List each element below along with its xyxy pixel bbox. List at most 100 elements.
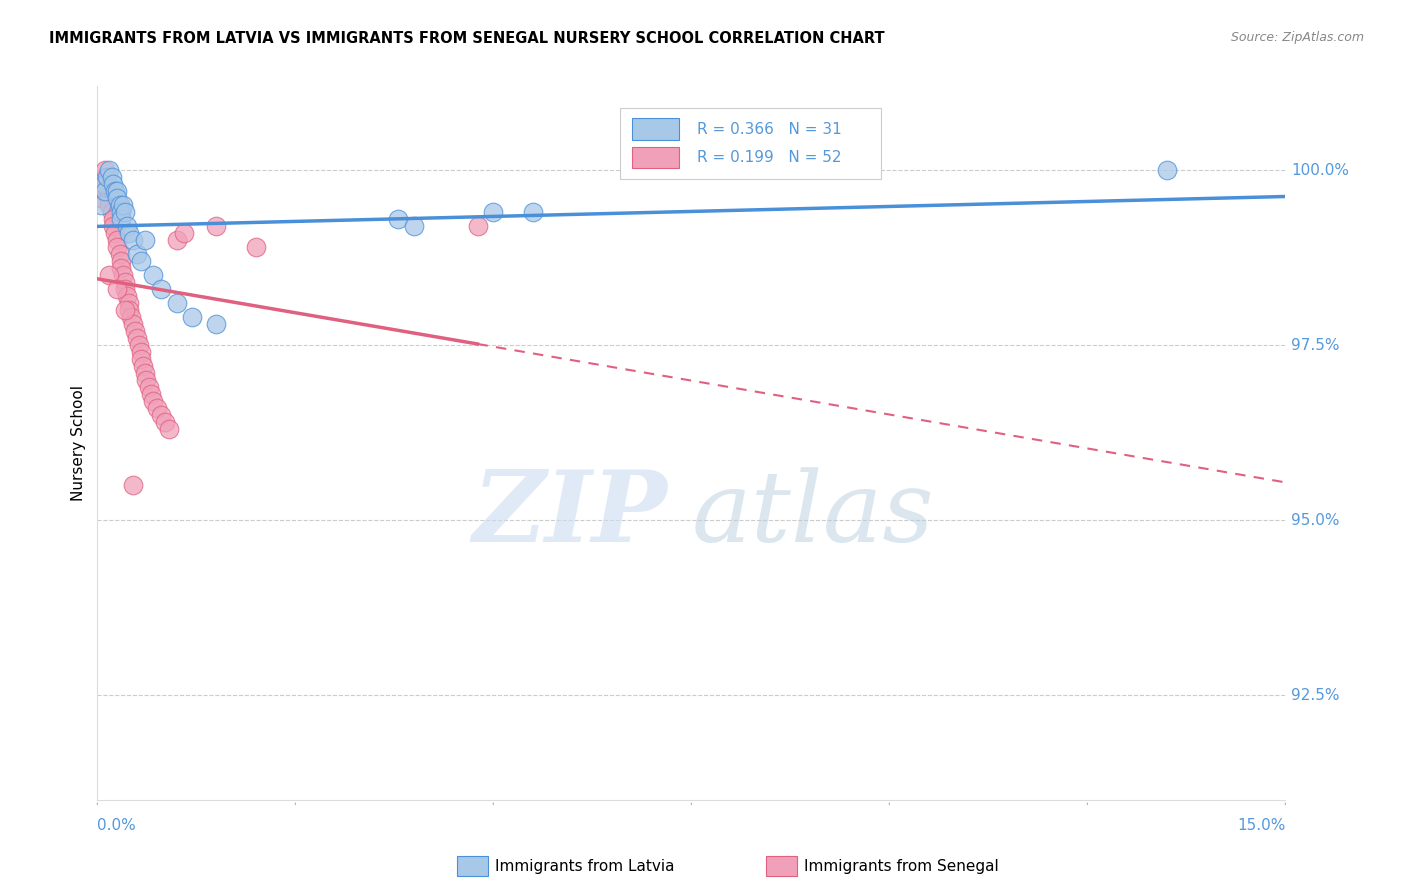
Point	[110, 212, 132, 227]
Y-axis label: Nursery School: Nursery School	[72, 385, 86, 501]
Point	[91, 185, 114, 199]
Point	[129, 254, 152, 268]
Point	[98, 198, 121, 212]
Point	[93, 178, 115, 192]
Point	[124, 324, 146, 338]
Point	[145, 401, 167, 416]
Text: IMMIGRANTS FROM LATVIA VS IMMIGRANTS FROM SENEGAL NURSERY SCHOOL CORRELATION CHA: IMMIGRANTS FROM LATVIA VS IMMIGRANTS FRO…	[49, 31, 884, 46]
Point	[105, 240, 128, 254]
Point	[114, 303, 136, 318]
Text: ZIP: ZIP	[472, 467, 668, 563]
Point	[94, 170, 117, 185]
Point	[118, 303, 141, 318]
Point	[149, 409, 172, 423]
Point	[94, 178, 117, 192]
Point	[90, 198, 112, 212]
Point	[117, 219, 139, 234]
Point	[105, 233, 128, 247]
Point	[404, 219, 426, 234]
Point	[94, 185, 117, 199]
Text: 92.5%: 92.5%	[1291, 688, 1340, 703]
Point	[134, 367, 156, 381]
Point	[134, 233, 156, 247]
Point	[98, 191, 121, 205]
Point	[105, 282, 128, 296]
Text: Source: ZipAtlas.com: Source: ZipAtlas.com	[1230, 31, 1364, 45]
Text: R = 0.366   N = 31: R = 0.366 N = 31	[697, 121, 842, 136]
Point	[104, 227, 127, 241]
Text: 97.5%: 97.5%	[1291, 338, 1340, 353]
Point	[111, 198, 134, 212]
Point	[166, 233, 188, 247]
Point	[1156, 163, 1178, 178]
Point	[125, 247, 148, 261]
Point	[467, 219, 489, 234]
Point	[128, 338, 150, 352]
Point	[205, 318, 228, 332]
Point	[105, 185, 128, 199]
Point	[122, 233, 145, 247]
Point	[122, 318, 145, 332]
Point	[100, 170, 122, 185]
Point	[135, 373, 157, 387]
Point	[118, 227, 141, 241]
Point	[120, 310, 142, 325]
Point	[93, 178, 115, 192]
FancyBboxPatch shape	[631, 147, 679, 169]
Point	[245, 240, 267, 254]
Text: R = 0.199   N = 52: R = 0.199 N = 52	[697, 150, 842, 165]
Point	[97, 185, 120, 199]
Point	[114, 205, 136, 219]
Point	[103, 178, 125, 192]
Point	[98, 268, 121, 283]
Point	[103, 219, 125, 234]
Point	[117, 289, 139, 303]
Point	[153, 415, 176, 429]
Point	[90, 191, 112, 205]
Point	[103, 212, 125, 227]
Point	[482, 205, 505, 219]
Point	[157, 422, 180, 436]
Point	[96, 170, 118, 185]
Point	[108, 247, 131, 261]
Point	[118, 296, 141, 310]
Point	[114, 282, 136, 296]
Point	[110, 261, 132, 276]
Point	[110, 254, 132, 268]
Point	[387, 212, 409, 227]
Point	[105, 191, 128, 205]
Point	[104, 185, 127, 199]
FancyBboxPatch shape	[620, 108, 882, 179]
Point	[205, 219, 228, 234]
Text: Immigrants from Senegal: Immigrants from Senegal	[804, 859, 1000, 873]
Point	[100, 205, 122, 219]
Point	[522, 205, 544, 219]
FancyBboxPatch shape	[631, 119, 679, 140]
Point	[129, 345, 152, 359]
Text: 95.0%: 95.0%	[1291, 513, 1340, 528]
Point	[142, 394, 165, 409]
Point	[108, 198, 131, 212]
Point	[94, 163, 117, 178]
Point	[149, 282, 172, 296]
Point	[173, 227, 195, 241]
Point	[129, 352, 152, 367]
Point	[125, 331, 148, 345]
Point	[96, 178, 118, 192]
Text: atlas: atlas	[692, 467, 934, 562]
Text: 100.0%: 100.0%	[1291, 163, 1350, 178]
Point	[141, 387, 163, 401]
Point	[142, 268, 165, 283]
Text: 0.0%: 0.0%	[97, 818, 136, 833]
Point	[110, 205, 132, 219]
Point	[166, 296, 188, 310]
Text: 15.0%: 15.0%	[1237, 818, 1285, 833]
Text: Immigrants from Latvia: Immigrants from Latvia	[495, 859, 675, 873]
Point	[181, 310, 204, 325]
Point	[138, 380, 160, 394]
Point	[98, 163, 121, 178]
Point	[103, 185, 125, 199]
Point	[111, 268, 134, 283]
Point	[114, 276, 136, 290]
Point	[122, 478, 145, 492]
